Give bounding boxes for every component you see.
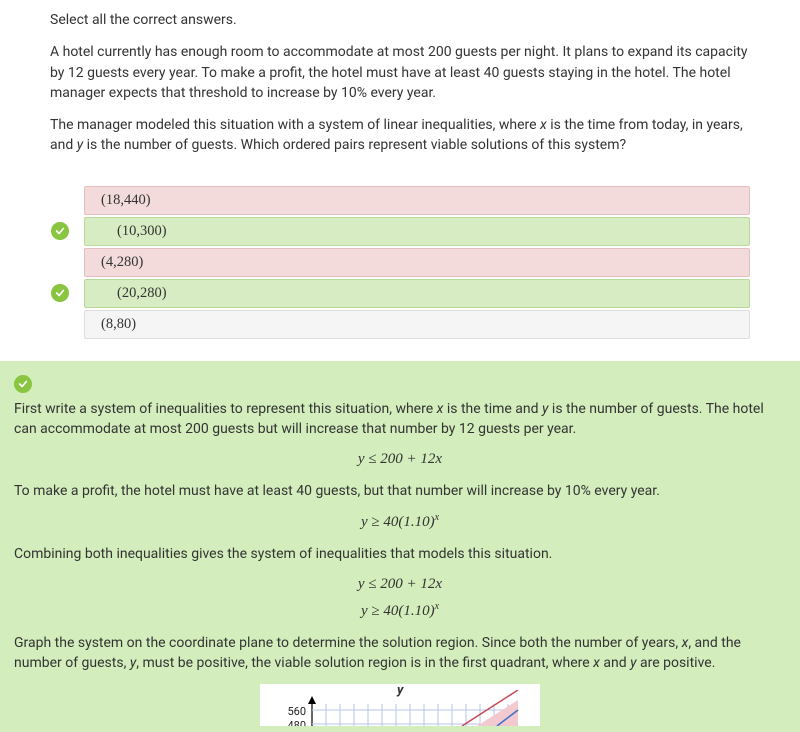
exp4-v3: x [593,655,600,671]
formula-2: y ≥ 40(1.10)x [14,511,786,534]
option-label: (4,280) [101,254,143,270]
option-label: (20,280) [117,285,167,301]
option-row[interactable]: (20,280) [84,279,750,308]
explanation-p4: Graph the system on the coordinate plane… [14,633,786,674]
option-row[interactable]: (4,280) [84,248,750,277]
option-row[interactable]: (18,440) [84,186,750,215]
exp1-t2: is the time and [443,401,542,417]
question-paragraph-1: A hotel currently has enough room to acc… [50,42,750,103]
graph-svg-wrap: 560 480 [272,690,528,726]
ytick-480: 480 [282,718,306,726]
graph-box: y [260,684,540,726]
exp4-t4: and [600,655,630,671]
q2-var-x: x [540,117,547,133]
check-icon [51,284,69,302]
option-label: (18,440) [101,192,151,208]
question-paragraph-2: The manager modeled this situation with … [50,115,750,156]
formula-3b-exp: x [435,601,439,612]
question-block: Select all the correct answers. A hotel … [0,0,800,186]
formula-1-text: y ≤ 200 + 12x [358,451,442,467]
formula-1: y ≤ 200 + 12x [14,449,786,471]
formula-3b-base: y ≥ 40(1.10) [361,603,435,619]
exp4-t1: Graph the system on the coordinate plane… [14,635,682,651]
explanation-p2: To make a profit, the hotel must have at… [14,481,786,501]
exp4-t5: are positive. [637,655,716,671]
formula-2-exp: x [435,512,439,523]
explanation-block: First write a system of inequalities to … [0,361,800,732]
explanation-p1: First write a system of inequalities to … [14,399,786,440]
instruction-text: Select all the correct answers. [50,10,750,30]
check-icon [51,222,69,240]
formula-3b: y ≥ 40(1.10)x [14,600,786,623]
option-label: (8,80) [101,316,136,332]
formula-3a: y ≤ 200 + 12x [14,574,786,596]
q2-text-1: The manager modeled this situation with … [50,117,540,133]
graph-container: y [14,684,786,732]
formula-3a-text: y ≤ 200 + 12x [358,576,442,592]
answer-options: (18,440) (10,300) (4,280) (20,280) (8,80) [0,186,800,339]
exp1-t1: First write a system of inequalities to … [14,401,437,417]
q2-text-3: is the number of guests. Which ordered p… [83,137,626,153]
formula-2-base: y ≥ 40(1.10) [361,514,435,530]
option-row[interactable]: (8,80) [84,310,750,339]
check-icon [14,375,32,393]
option-row[interactable]: (10,300) [84,217,750,246]
graph-svg [272,690,528,726]
exp4-t3: , must be positive, the viable solution … [136,655,593,671]
option-label: (10,300) [117,223,167,239]
explanation-p3: Combining both inequalities gives the sy… [14,544,786,564]
